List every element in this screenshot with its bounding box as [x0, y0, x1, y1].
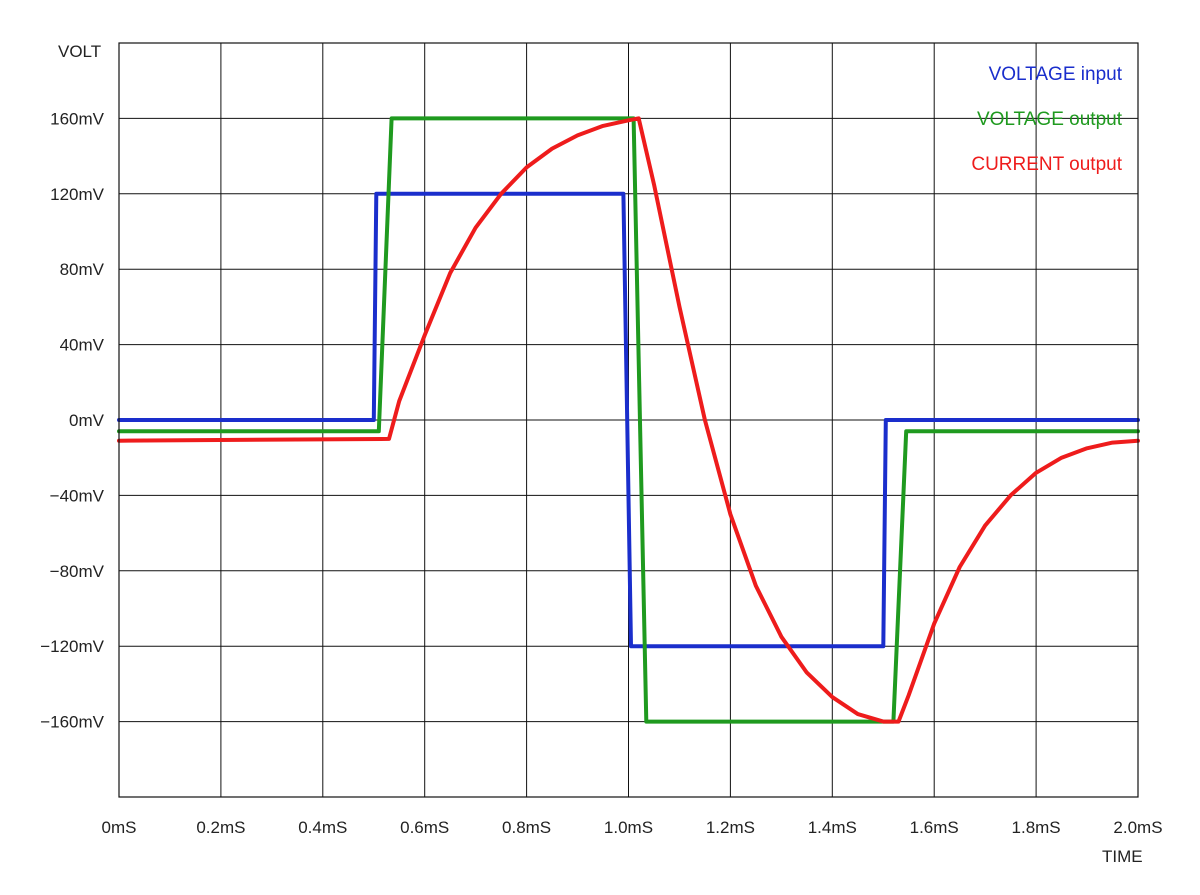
y-tick-label: 160mV	[50, 109, 105, 128]
legend-entry-voltage-input: VOLTAGE input	[989, 64, 1123, 85]
y-axis-label: VOLT	[58, 42, 101, 61]
plot-frame	[118, 42, 1139, 798]
x-tick-label: 0mS	[102, 818, 137, 837]
y-tick-label: −40mV	[50, 486, 105, 505]
series-line-current-output	[117, 116, 1140, 724]
y-tick-label: −80mV	[50, 562, 105, 581]
y-tick-label: 80mV	[60, 260, 105, 279]
x-tick-label: 0.4mS	[298, 818, 347, 837]
y-tick-label: 40mV	[60, 336, 105, 355]
x-axis-label: TIME	[1102, 847, 1143, 866]
y-tick-labels: 160mV 120mV 80mV 40mV 0mV −40mV −80mV −120mV −16…	[40, 109, 104, 731]
legend: VOLTAGE input VOLTAGE output CURRENT outpu…	[971, 64, 1122, 175]
y-tick-label: −160mV	[40, 713, 104, 732]
x-tick-label: 0.6mS	[400, 818, 449, 837]
series-line-voltage-input	[117, 191, 1140, 649]
y-tick-label: −120mV	[40, 637, 104, 656]
series-line-voltage-output	[117, 116, 1140, 724]
x-tick-label: 1.8mS	[1012, 818, 1061, 837]
legend-entry-voltage-output: VOLTAGE output	[977, 109, 1123, 130]
x-tick-label: 0.2mS	[196, 818, 245, 837]
x-tick-label: 1.0mS	[604, 818, 653, 837]
x-tick-label: 1.6mS	[910, 818, 959, 837]
x-tick-label: 0.8mS	[502, 818, 551, 837]
legend-entry-current-output: CURRENT output	[971, 154, 1122, 175]
y-tick-label: 120mV	[50, 185, 105, 204]
y-tick-label: 0mV	[69, 411, 105, 430]
x-tick-label: 2.0mS	[1113, 818, 1162, 837]
x-tick-label: 1.4mS	[808, 818, 857, 837]
series-lines	[117, 116, 1140, 724]
x-tick-labels: 0mS 0.2mS 0.4mS 0.6mS 0.8mS 1.0mS 1.2mS 1.4mS 1.…	[102, 818, 1163, 837]
x-tick-label: 1.2mS	[706, 818, 755, 837]
